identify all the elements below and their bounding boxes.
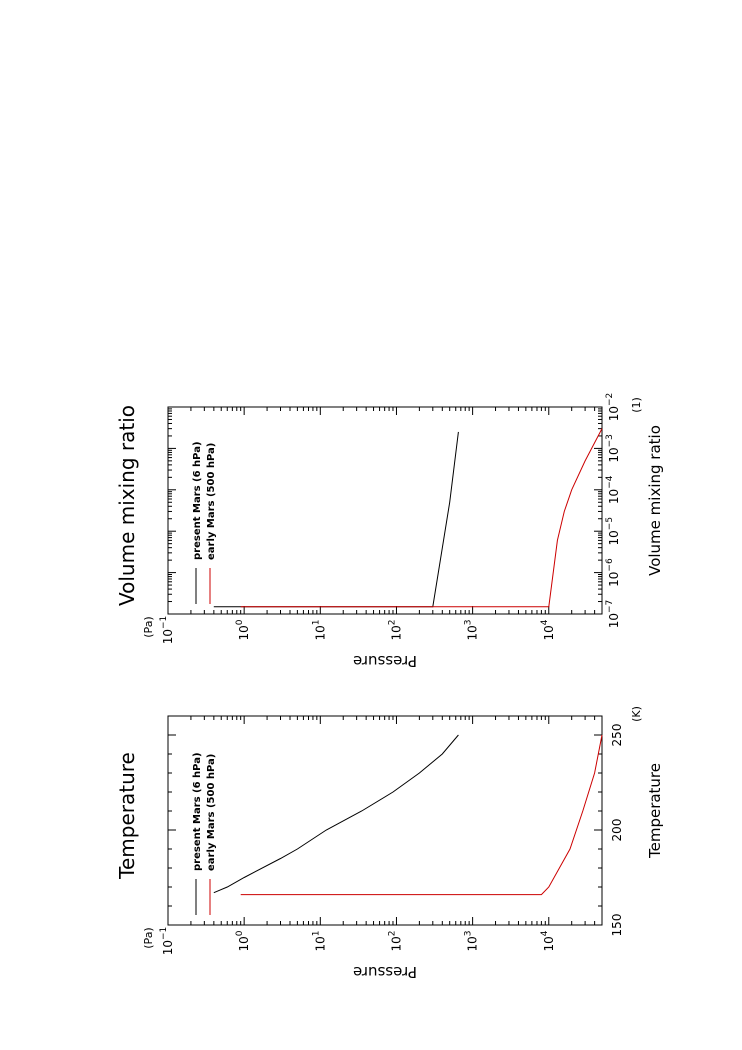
plot-frame [167,406,603,615]
value-tick-label: 10−3 [605,434,621,463]
pressure-tick-label: 10−1 [159,616,175,645]
pressure-tick-label: 102 [387,930,403,951]
value-tick-label: 250 [610,724,624,747]
value-axis-label: Temperature [646,763,664,859]
pressure-axis-unit: (Pa) [142,616,155,637]
value-axis-unit: (K) [630,706,643,722]
value-tick-label: 10−4 [605,475,621,504]
pressure-axis-unit: (Pa) [142,927,155,948]
value-tick-label: 10−6 [605,558,621,587]
series-line-present-mars [213,431,459,608]
pressure-tick-label: 103 [464,930,480,951]
pressure-tick-label: 101 [311,619,327,640]
legend-entry: early Mars (500 hPa) [206,443,217,560]
legend-entry: present Mars (6 hPa) [192,441,203,560]
value-tick-label: 10−5 [605,517,621,546]
pressure-tick-label: 102 [387,619,403,640]
pressure-axis-label: Pressure [353,963,417,981]
series-line-early-mars [240,734,603,896]
value-axis-label: Volume mixing ratio [646,425,664,576]
value-tick-label: 10−2 [605,393,621,422]
pressure-axis-label: Pressure [353,652,417,670]
value-axis-unit: (1) [630,397,643,413]
chart-title: Volume mixing ratio [115,405,139,606]
value-tick-label: 10−7 [605,600,621,629]
legend-entry: early Mars (500 hPa) [206,754,217,871]
value-tick-label: 200 [610,819,624,842]
pressure-tick-label: 104 [540,619,556,640]
pressure-tick-label: 103 [464,619,480,640]
legend-entry: present Mars (6 hPa) [192,752,203,871]
pressure-tick-label: 100 [235,619,251,640]
series-line-early-mars [240,428,603,608]
pressure-tick-label: 101 [311,930,327,951]
chart-title: Temperature [115,752,139,880]
temperature-chart: 10−1 100 101 102 103 104 150 200 250 Temperature T… [115,706,664,981]
value-tick-label: 150 [610,914,624,937]
pressure-tick-label: 10−1 [159,927,175,956]
pressure-tick-label: 104 [540,930,556,951]
pressure-tick-label: 100 [235,930,251,951]
mixing-ratio-chart: 10−1 100 101 102 103 104 10−7 10−6 10−5 10−4 10−3 1… [115,393,664,670]
series-line-present-mars [213,734,459,894]
plot-frame [167,715,603,926]
